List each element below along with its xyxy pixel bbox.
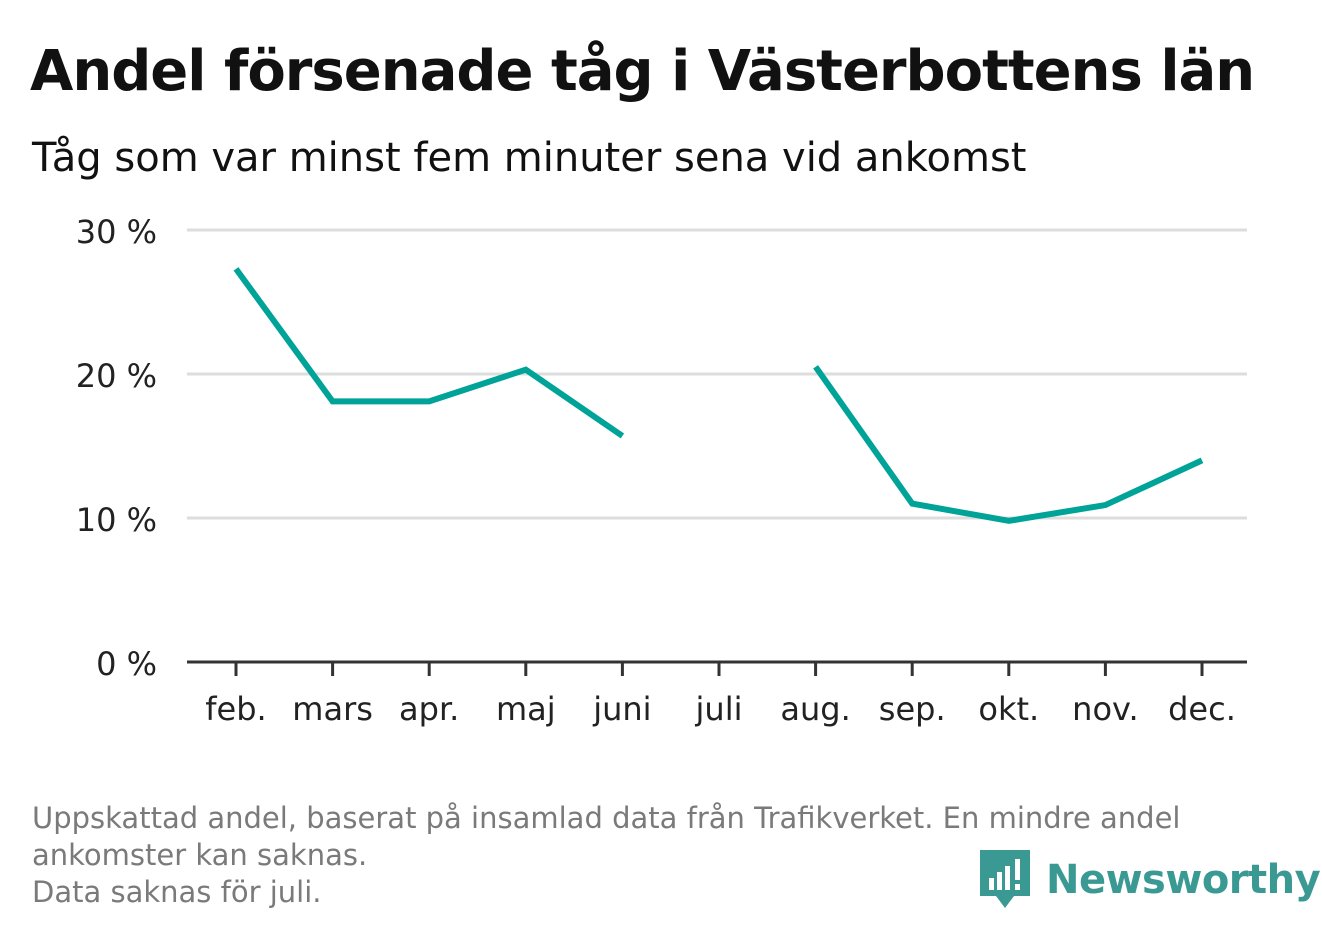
x-tick-label: juni [592, 690, 651, 728]
bar-chart-speech-bubble-icon [980, 850, 1030, 908]
x-tick-label: nov. [1072, 690, 1138, 728]
logo-text: Newsworthy [1046, 857, 1321, 903]
chart-subtitle: Tåg som var minst fem minuter sena vid a… [32, 135, 1027, 181]
line-chart: 0 % 10 % 20 % 30 % feb. mars apr. maj juni juli au… [76, 213, 1247, 728]
x-tick-label: dec. [1168, 690, 1236, 728]
x-tick-label: mars [292, 690, 373, 728]
x-tick-label: maj [496, 690, 556, 728]
footnote-line-3: Data saknas för juli. [32, 875, 322, 909]
footnote-line-2: ankomster kan saknas. [32, 838, 368, 872]
chart-title: Andel försenade tåg i Västerbottens län [30, 39, 1255, 104]
y-tick-label: 30 % [76, 213, 157, 251]
newsworthy-logo: Newsworthy [980, 850, 1321, 910]
x-tick-label: juli [695, 690, 743, 728]
x-tick-label: apr. [399, 690, 459, 728]
y-tick-label: 10 % [76, 501, 157, 539]
x-tick-label: sep. [879, 690, 946, 728]
y-tick-label: 20 % [76, 357, 157, 395]
footnote: Uppskattad andel, baserat på insamlad da… [32, 800, 1282, 911]
x-tick-label: feb. [205, 690, 266, 728]
series-line-segment [233, 267, 625, 439]
footnote-line-1: Uppskattad andel, baserat på insamlad da… [32, 801, 1181, 835]
y-tick-label: 0 % [96, 645, 157, 683]
series-line-segment [813, 365, 1204, 524]
x-tick-label: aug. [780, 690, 850, 728]
x-tick-label: okt. [978, 690, 1039, 728]
